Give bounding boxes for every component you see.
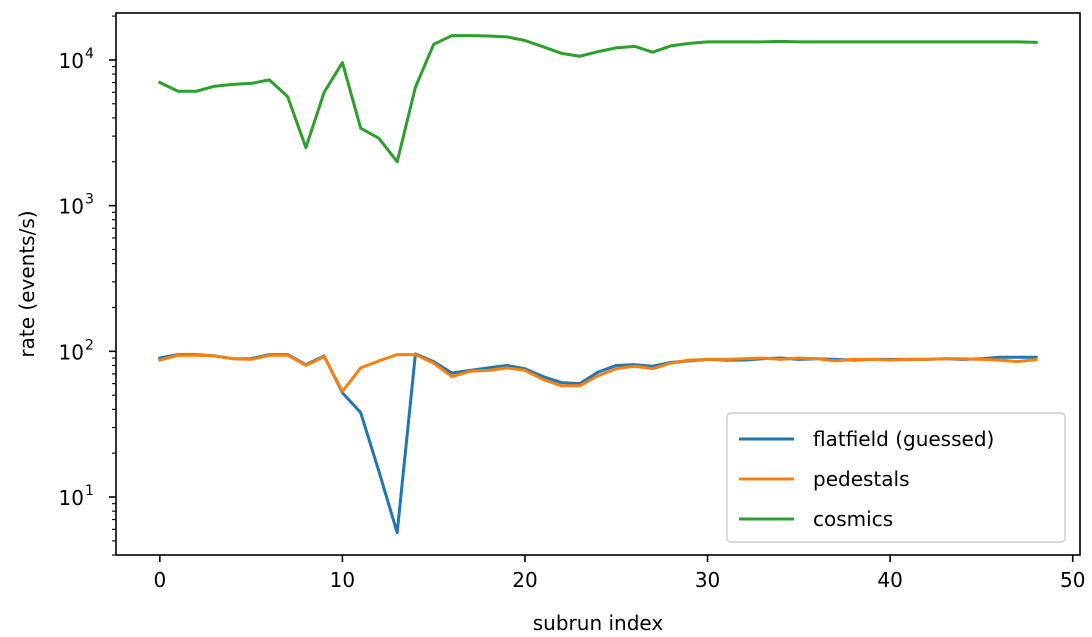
y-tick-label: 10 <box>59 486 84 510</box>
y-tick-exponent: 2 <box>85 337 94 353</box>
y-tick-label: 10 <box>59 49 84 73</box>
legend-label: pedestals <box>813 467 910 491</box>
y-tick-label: 10 <box>59 340 84 364</box>
x-tick-label: 40 <box>877 568 902 592</box>
y-tick-label: 10 <box>59 195 84 219</box>
legend-box <box>726 412 1066 543</box>
x-tick-label: 50 <box>1060 568 1085 592</box>
legend-label: cosmics <box>813 507 893 531</box>
y-tick-exponent: 4 <box>85 46 94 62</box>
x-tick-label: 30 <box>695 568 720 592</box>
series-line-pedestals <box>157 353 1038 393</box>
plot-frame <box>115 12 1081 556</box>
series-layer <box>157 34 1038 535</box>
x-axis-label: subrun index <box>533 611 664 635</box>
legend: flatfield (guessed) pedestals cosmics <box>726 412 1066 543</box>
legend-label: flatfield (guessed) <box>813 427 994 451</box>
y-tick-exponent: 1 <box>85 483 94 499</box>
series-line-cosmics <box>157 34 1038 164</box>
x-tick-label: 20 <box>512 568 537 592</box>
y-axis-label: rate (events/s) <box>15 210 39 357</box>
x-tick-label: 0 <box>153 568 166 592</box>
y-tick-exponent: 3 <box>85 192 94 208</box>
x-tick-label: 10 <box>330 568 355 592</box>
